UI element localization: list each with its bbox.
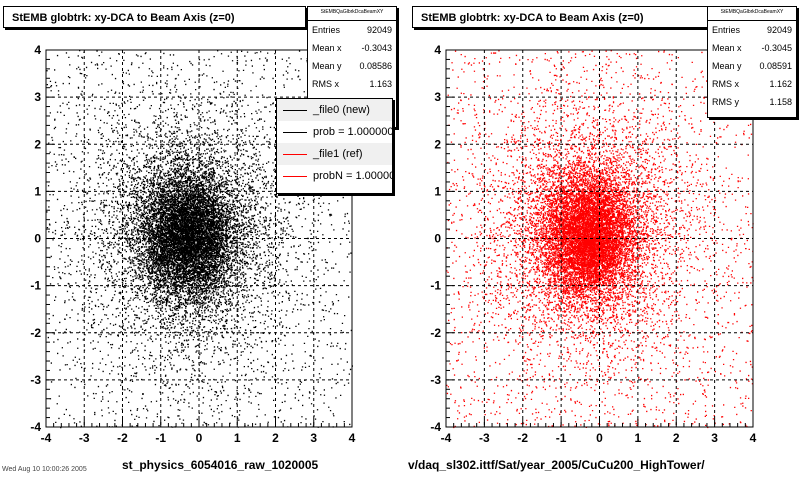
scatter-points — [46, 50, 354, 429]
stats-value: -0.3045 — [761, 43, 792, 53]
legend-entry: probN = 1.000000 — [277, 165, 392, 187]
legend-swatch — [283, 132, 307, 133]
y-tick-label: -3 — [430, 373, 441, 387]
x-tick-label: 2 — [673, 431, 680, 445]
right-scatter-plot: -4 -3 -2 -1 0 1 2 3 4 -4 -3 -2 -1 0 1 2 3 4 — [430, 43, 757, 445]
axis-ticks — [445, 49, 754, 428]
x-tick-label: 1 — [635, 431, 642, 445]
legend-label: _file0 (new) — [313, 104, 370, 116]
stats-value: 1.158 — [769, 97, 792, 107]
stats-label: RMS x — [312, 79, 339, 89]
scatter-markers — [446, 50, 755, 429]
left-stats-row: Mean x -0.3043 — [308, 39, 396, 57]
legend-swatch — [283, 154, 307, 155]
y-tick-label: -3 — [30, 373, 41, 387]
x-tick-label: -1 — [155, 431, 166, 445]
stats-label: Entries — [712, 25, 741, 35]
stats-value: 0.08586 — [359, 61, 392, 71]
right-stats-row: RMS y 1.158 — [708, 93, 796, 111]
x-tick-label: 0 — [196, 431, 203, 445]
right-plot-title: StEMB globtrk: xy-DCA to Beam Axis (z=0) — [412, 6, 708, 28]
x-tick-label: 3 — [711, 431, 718, 445]
y-tick-label: 0 — [34, 232, 41, 246]
stats-label: RMS y — [712, 97, 739, 107]
scatter-markers — [46, 50, 354, 429]
stats-value: 1.162 — [769, 79, 792, 89]
legend-entry: _file1 (ref) — [277, 143, 392, 165]
y-tick-label: 1 — [434, 184, 441, 198]
x-tick-label: 0 — [596, 431, 603, 445]
right-stats-row: RMS x 1.162 — [708, 75, 796, 93]
axis-ticks — [45, 49, 353, 428]
x-tick-label: 2 — [272, 431, 279, 445]
y-tick-label: 3 — [434, 90, 441, 104]
stats-label: RMS x — [712, 79, 739, 89]
stats-value: -0.3043 — [361, 43, 392, 53]
x-tick-label: -3 — [479, 431, 490, 445]
y-tick-label: 4 — [34, 43, 41, 57]
y-tick-label: -2 — [30, 326, 41, 340]
stats-label: Mean y — [312, 61, 342, 71]
y-tick-label: 4 — [434, 43, 441, 57]
legend-label: prob = 1.000000 — [313, 126, 393, 138]
right-plot-panel: -4 -3 -2 -1 0 1 2 3 4 -4 -3 -2 -1 0 1 2 3 4 StEMB globtrk… — [400, 0, 800, 480]
left-stats-row: Mean y 0.08586 — [308, 57, 396, 75]
legend-swatch — [283, 176, 307, 177]
stats-label: Mean y — [712, 61, 742, 71]
x-tick-label: -4 — [441, 431, 452, 445]
x-tick-label: -1 — [556, 431, 567, 445]
y-tick-label: -4 — [430, 420, 441, 434]
y-tick-label: -4 — [30, 420, 41, 434]
stats-label: Entries — [312, 25, 341, 35]
stats-value: 0.08591 — [759, 61, 792, 71]
y-tick-label: -1 — [430, 279, 441, 293]
x-tick-label: 4 — [750, 431, 757, 445]
y-tick-label: 1 — [34, 184, 41, 198]
left-stats-row: RMS x 1.163 — [308, 75, 396, 93]
legend: _file0 (new) prob = 1.000000 _file1 (ref… — [276, 98, 393, 194]
legend-entry: prob = 1.000000 — [277, 121, 392, 143]
x-tick-label: -4 — [41, 431, 52, 445]
right-stats-row: Mean y 0.08591 — [708, 57, 796, 75]
x-tick-label: 3 — [310, 431, 317, 445]
x-tick-label: -2 — [517, 431, 528, 445]
y-tick-label: 2 — [434, 137, 441, 151]
stats-label: Mean x — [712, 43, 742, 53]
y-tick-label: 3 — [34, 90, 41, 104]
left-plot-title: StEMB globtrk: xy-DCA to Beam Axis (z=0) — [3, 6, 306, 28]
scatter-points — [446, 50, 755, 429]
right-stats-name: StEMBQaGlbrkDcaBeamXY — [708, 7, 796, 21]
legend-label: probN = 1.000000 — [313, 170, 393, 182]
right-x-axis-label: v/daq_sl302.ittf/Sat/year_2005/CuCu200_H… — [408, 458, 705, 472]
y-tick-label: -2 — [430, 326, 441, 340]
left-x-axis-label: st_physics_6054016_raw_1020005 — [122, 458, 319, 472]
footer-timestamp: Wed Aug 10 10:00:26 2005 — [2, 466, 87, 473]
legend-entry: _file0 (new) — [277, 99, 392, 121]
x-tick-label: -2 — [117, 431, 128, 445]
right-stats-box: StEMBQaGlbrkDcaBeamXY Entries 92049 Mean … — [707, 6, 797, 118]
stats-label: Mean x — [312, 43, 342, 53]
stats-value: 1.163 — [369, 79, 392, 89]
y-tick-label: -1 — [30, 279, 41, 293]
legend-label: _file1 (ref) — [313, 148, 363, 160]
legend-swatch — [283, 110, 307, 111]
stats-value: 92049 — [366, 25, 392, 35]
left-plot-panel: -4 -3 -2 -1 0 1 2 3 4 -4 -3 -2 -1 0 1 2 3 4 StEMB globtrk… — [3, 6, 397, 472]
x-tick-label: -3 — [79, 431, 90, 445]
left-stats-name: StEMBQaGlbrkDcaBeamXY — [308, 7, 396, 21]
right-stats-row: Entries 92049 — [708, 21, 796, 39]
x-tick-label: 4 — [349, 431, 356, 445]
left-stats-row: Entries 92049 — [308, 21, 396, 39]
x-tick-label: 1 — [234, 431, 241, 445]
y-tick-label: 0 — [434, 232, 441, 246]
stats-value: 92049 — [766, 25, 792, 35]
y-tick-label: 2 — [34, 137, 41, 151]
right-stats-row: Mean x -0.3045 — [708, 39, 796, 57]
